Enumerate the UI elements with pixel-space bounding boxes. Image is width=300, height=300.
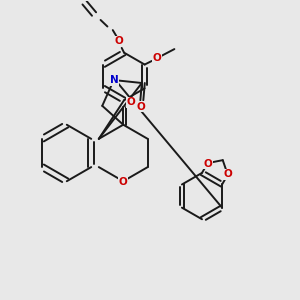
Text: O: O — [126, 97, 135, 107]
Text: O: O — [119, 177, 128, 187]
Text: N: N — [110, 75, 119, 85]
Text: O: O — [204, 159, 213, 169]
Text: O: O — [224, 169, 233, 179]
Text: O: O — [153, 53, 161, 63]
Text: O: O — [114, 36, 123, 46]
Text: O: O — [136, 102, 145, 112]
